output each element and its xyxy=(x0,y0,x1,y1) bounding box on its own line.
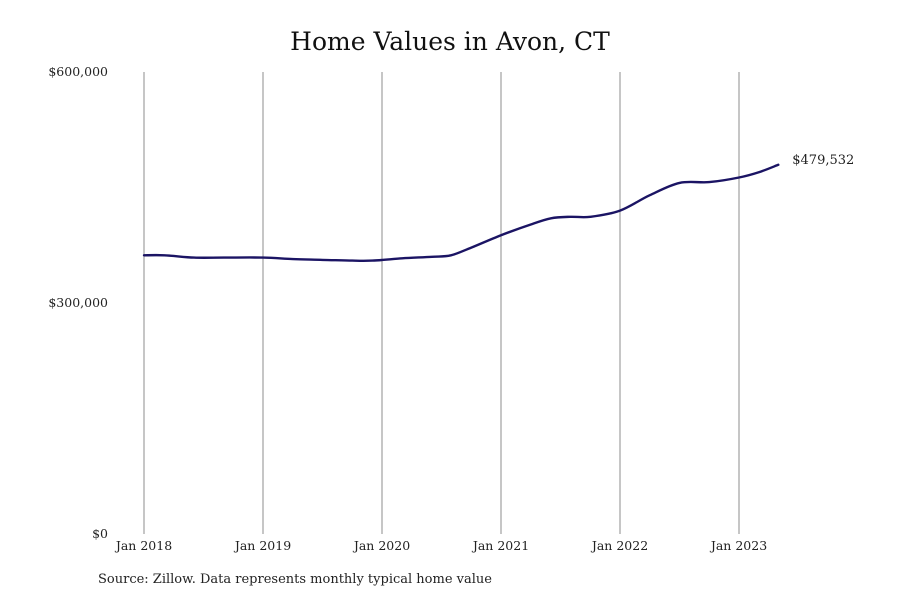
x-tick-label: Jan 2020 xyxy=(352,538,410,553)
x-tick-label: Jan 2022 xyxy=(590,538,648,553)
vertical-gridlines xyxy=(143,72,740,534)
source-note: Source: Zillow. Data represents monthly … xyxy=(98,572,492,587)
end-value-label: $479,532 xyxy=(792,153,854,168)
x-axis-tick-labels: Jan 2018 Jan 2019 Jan 2020 Jan 2021 Jan 2022… xyxy=(114,538,767,553)
y-tick-label: $300,000 xyxy=(48,295,108,310)
x-tick-label: Jan 2018 xyxy=(114,538,172,553)
x-tick-label: Jan 2021 xyxy=(471,538,529,553)
y-tick-label: $0 xyxy=(92,526,108,541)
chart-title: Home Values in Avon, CT xyxy=(290,27,610,56)
y-tick-label: $600,000 xyxy=(48,64,108,79)
x-tick-label: Jan 2019 xyxy=(233,538,291,553)
home-value-line xyxy=(142,163,780,263)
x-tick-label: Jan 2023 xyxy=(709,538,767,553)
y-axis-tick-labels: $0 $300,000 $600,000 xyxy=(48,64,108,541)
